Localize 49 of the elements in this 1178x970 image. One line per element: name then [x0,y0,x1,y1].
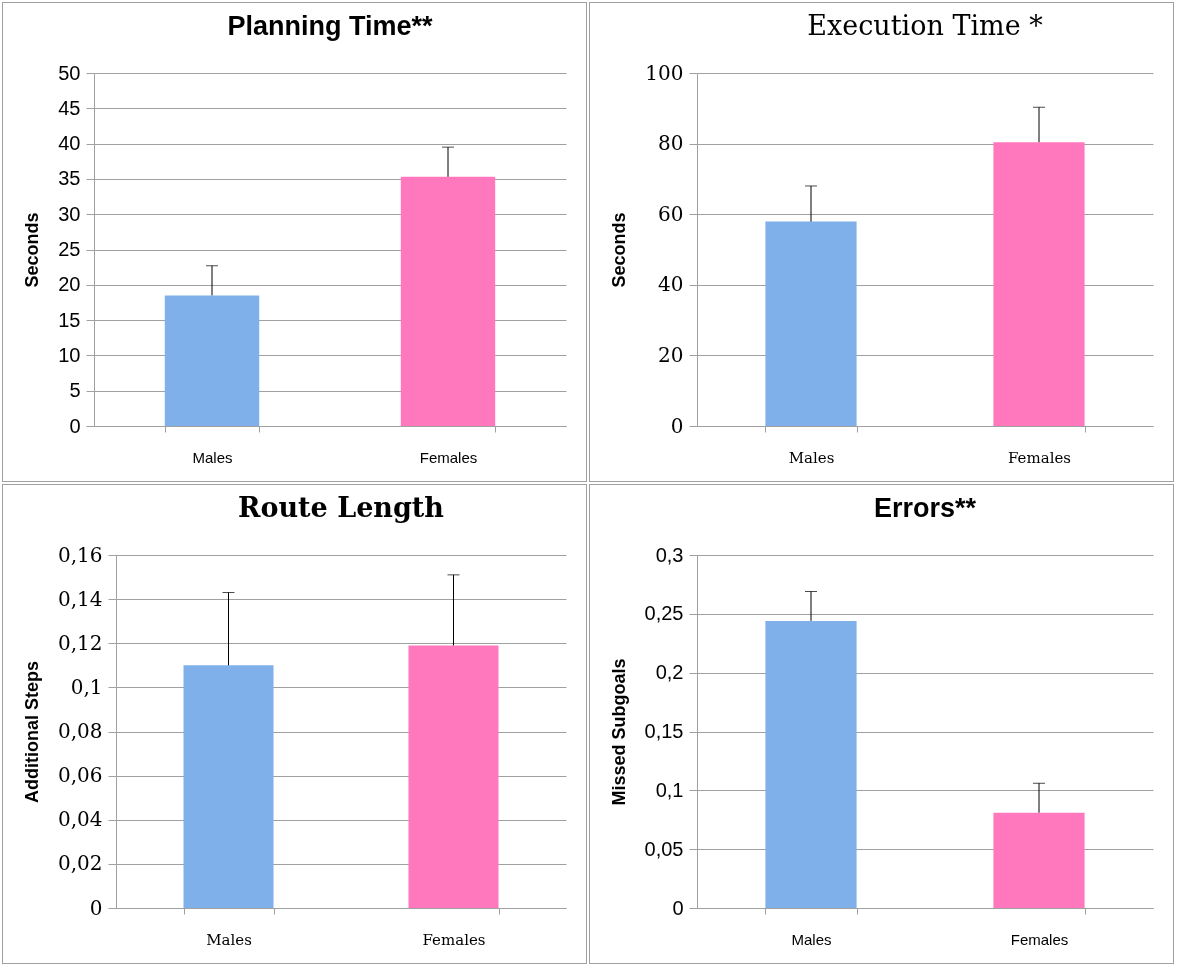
y-tick-label: 45 [58,96,81,119]
y-tick-label: 0,14 [57,586,103,611]
x-tick-label: Females [1007,448,1072,467]
x-tick-label: Females [1010,930,1069,948]
y-tick-label: 0,05 [644,837,684,860]
y-axis-title: Additional Steps [21,660,42,804]
y-tick-label: 0,25 [644,602,684,625]
y-tick-label: 50 [58,61,81,84]
y-tick-label: 0 [69,414,81,437]
y-tick-label: 40 [58,132,81,155]
y-tick-label: 40 [658,272,684,297]
y-axis-title: Seconds [22,212,43,288]
x-tick-label: Males [788,448,835,467]
y-tick-label: 0,02 [57,851,103,876]
y-tick-label: 20 [658,342,684,367]
y-tick-label: 0,2 [655,661,684,684]
y-tick-label: 0,1 [655,778,684,801]
y-tick-label: 20 [58,273,81,296]
y-tick-label: 5 [69,379,81,402]
y-axis-title: Seconds [609,212,630,288]
chart-title: Planning Time** [227,11,434,41]
y-tick-label: 80 [658,131,684,156]
y-tick-label: 60 [658,201,684,226]
y-tick-label: 100 [645,60,684,85]
y-tick-label: 0,3 [655,543,684,566]
y-tick-label: 0 [670,413,684,438]
y-tick-label: 0,04 [57,807,103,832]
chart-title: Errors** [873,493,977,523]
y-tick-label: 0,1 [70,674,103,699]
y-tick-label: 15 [58,308,81,331]
x-tick-label: Males [192,448,233,466]
y-tick-label: 0,15 [644,720,684,742]
y-tick-label: 0,08 [57,719,103,743]
y-tick-label: 30 [58,202,81,225]
chart-title: Execution Time * [807,10,1044,41]
x-tick-label: Females [422,930,486,949]
chart-title: Route Length [238,492,445,523]
x-tick-label: Males [206,930,252,949]
y-tick-label: 0,16 [57,542,103,567]
x-tick-label: Females [419,448,478,466]
y-tick-label: 0 [89,895,103,920]
y-axis-title: Missed Subgoals [608,658,629,806]
x-tick-label: Males [791,930,832,948]
y-tick-label: 0 [672,896,684,919]
y-tick-label: 10 [58,343,81,366]
y-tick-label: 25 [58,238,81,260]
y-tick-label: 0,06 [57,763,103,788]
y-tick-label: 35 [58,167,81,190]
y-tick-label: 0,12 [57,630,103,655]
